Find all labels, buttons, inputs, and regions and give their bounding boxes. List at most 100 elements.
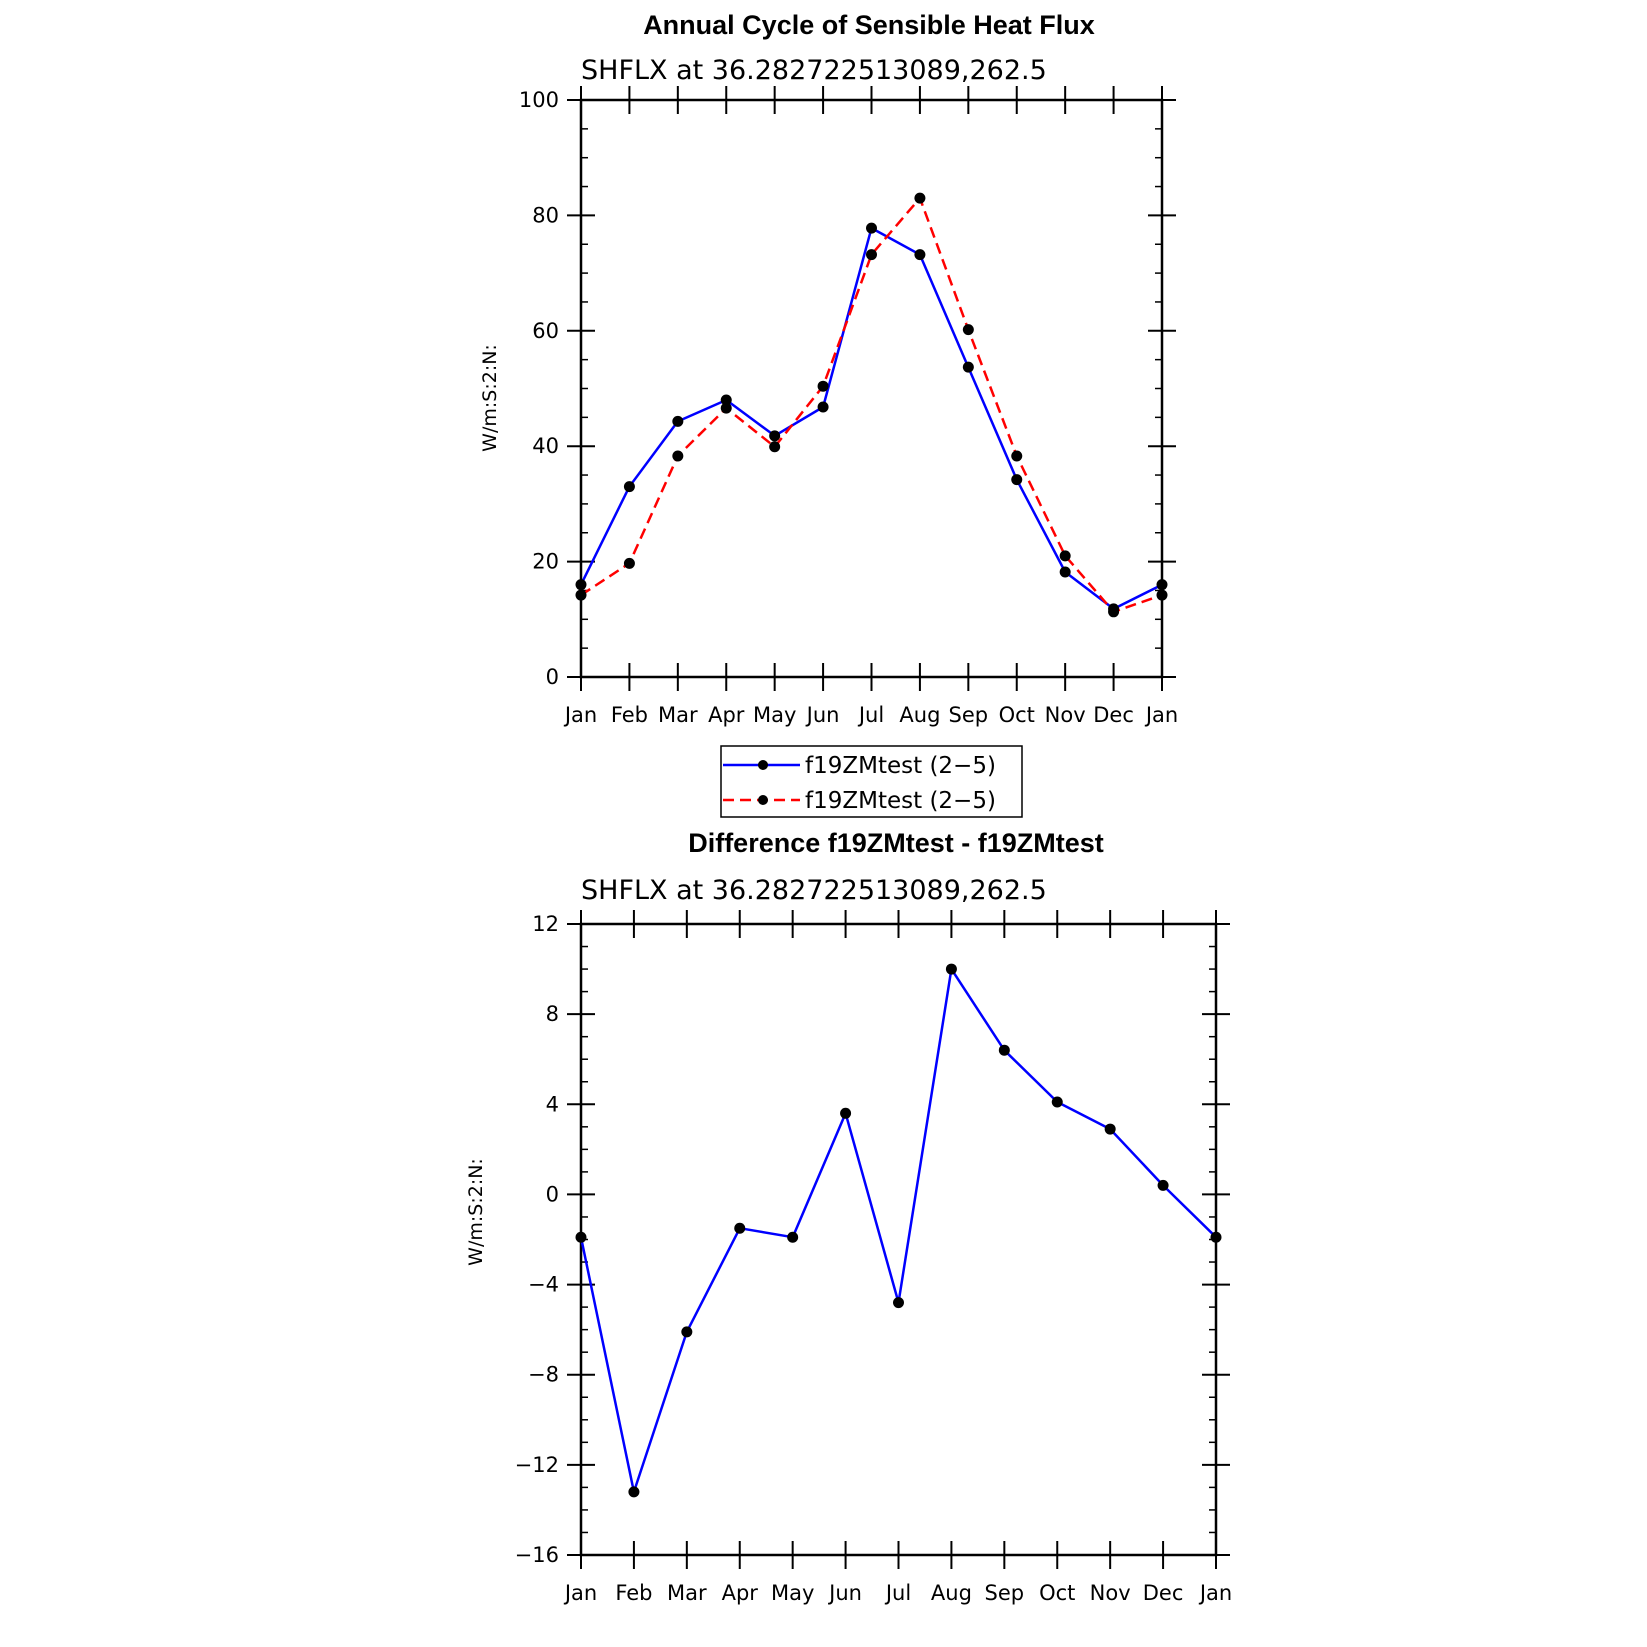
y-tick-label: 60 [532,319,559,343]
data-point [914,249,926,261]
data-point [623,481,635,493]
annual-cycle-chart: Annual Cycle of Sensible Heat Flux SHFLX… [479,10,1178,818]
series-group [575,963,1222,1498]
chart-title: Difference f19ZMtest - f19ZMtest [688,828,1104,858]
data-point [672,415,684,427]
x-tick-label: Mar [667,1581,707,1605]
data-point [945,963,957,975]
data-point [1059,566,1071,578]
x-tick-label: Dec [1143,1581,1184,1605]
x-tick-label: Jun [805,703,840,727]
data-point [1011,450,1023,462]
data-point [1051,1096,1063,1108]
x-tick-label: Apr [708,703,745,727]
legend-box [720,745,1023,818]
data-point [1108,606,1120,618]
x-tick-label: Dec [1093,703,1134,727]
y-tick-label: 0 [546,665,559,689]
x-tick-label: May [753,703,796,727]
x-tick-label: Jan [563,703,597,727]
data-point [672,450,684,462]
chart-subtitle: SHFLX at 36.282722513089,262.5 [581,55,1047,86]
y-tick-label: 40 [532,434,559,458]
series-group [575,192,1168,618]
x-tick-label: Aug [931,1581,972,1605]
y-tick-label: 20 [532,550,559,574]
data-point [914,192,926,204]
chart-title: Annual Cycle of Sensible Heat Flux [643,10,1095,40]
data-point [840,1107,852,1119]
data-point [817,380,829,392]
data-point [866,249,877,261]
x-tick-label: Sep [985,1581,1025,1605]
plot-frame [579,98,1164,679]
data-point [1156,589,1168,601]
data-point [628,1486,640,1498]
data-point [787,1231,799,1243]
y-tick-label: 8 [546,1002,559,1026]
data-point [769,430,781,442]
x-tick-label: Oct [999,703,1035,727]
data-point [1011,474,1023,486]
data-point [1157,1179,1169,1191]
y-tick-label: 12 [532,912,559,936]
legend-label-2: f19ZMtest (2−5) [805,788,996,814]
y-tick-label: −8 [528,1363,559,1387]
data-point [720,394,732,406]
x-tick-label: Jan [1198,1581,1232,1605]
x-tick-label: Feb [615,1581,652,1605]
data-point [575,589,587,601]
data-point [893,1297,904,1309]
data-point [1210,1231,1222,1243]
y-tick-label: −12 [515,1453,559,1477]
plot-frame [579,922,1218,1557]
legend-marker-blue [758,760,768,770]
legend: f19ZMtest (2−5) f19ZMtest (2−5) [720,745,1023,818]
data-point [866,222,877,234]
x-tick-label: Sep [949,703,989,727]
x-tick-label: Feb [611,703,648,727]
x-tick-label: Apr [722,1581,759,1605]
x-tick-label: Mar [658,703,698,727]
data-point [1059,550,1071,562]
y-tick-label: 100 [519,88,559,112]
axes: −16 −12 −8 −4 0 4 8 12 Jan Feb Mar Apr May Jun Jul Aug S… [515,910,1232,1605]
y-axis-label: W/m:S:2:N: [465,1158,487,1266]
y-axis-label: W/m:S:2:N: [479,344,501,452]
y-tick-label: 0 [546,1182,559,1206]
series-line-1 [579,226,1163,611]
data-point [998,1044,1010,1056]
y-tick-label: 80 [532,203,559,227]
x-tick-label: Jan [563,1581,597,1605]
y-tick-label: 4 [546,1092,559,1116]
data-point [575,579,587,591]
x-tick-label: Aug [899,703,940,727]
data-point [720,402,732,414]
data-point [623,557,635,569]
x-tick-label: Jan [1144,703,1178,727]
data-point [962,361,974,373]
series-line-1 [579,967,1217,1494]
x-tick-label: Nov [1090,1581,1131,1605]
x-tick-label: May [771,1581,814,1605]
legend-label-1: f19ZMtest (2−5) [805,753,996,779]
x-tick-label: Jul [857,703,884,727]
x-tick-label: Nov [1045,703,1086,727]
difference-chart: Difference f19ZMtest - f19ZMtest SHFLX a… [465,828,1232,1605]
x-tick-label: Oct [1039,1581,1075,1605]
x-tick-label: Jun [827,1581,862,1605]
legend-marker-red [758,795,768,805]
x-tick-label: Jul [884,1581,911,1605]
chart-subtitle: SHFLX at 36.282722513089,262.5 [581,875,1047,906]
data-point [734,1222,746,1234]
axes: 0 20 40 60 80 100 Jan Feb Mar Apr May Jun Jul Aug Sep O… [519,86,1178,727]
data-point [681,1326,693,1338]
y-tick-label: −16 [515,1543,559,1567]
data-point [575,1231,587,1243]
data-point [817,401,829,413]
y-tick-label: −4 [528,1273,559,1297]
data-point [1156,579,1168,591]
series-line-2 [580,196,1163,614]
data-point [962,324,974,336]
